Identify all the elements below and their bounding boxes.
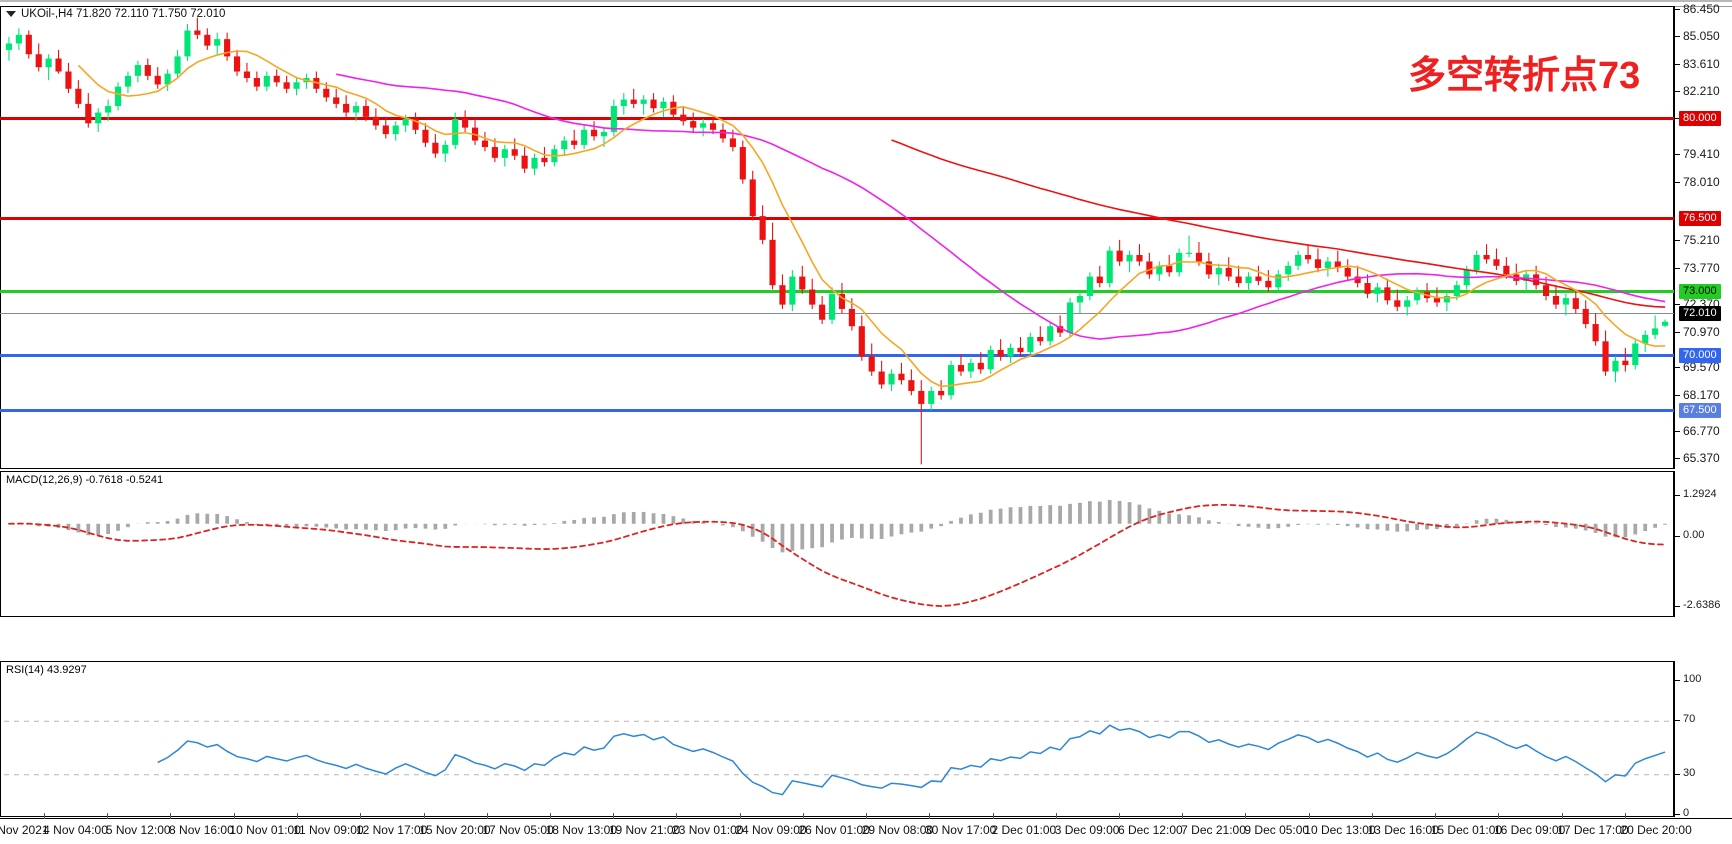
time-tick [802, 813, 804, 819]
time-tick [1055, 813, 1057, 819]
time-tick [1308, 813, 1310, 819]
macd-axis[interactable]: 1.2924 0.00 -2.6386 [1674, 471, 1732, 617]
time-axis-label: 2 Nov 2021 [0, 823, 49, 837]
time-axis-label: 9 Dec 05:00 [1244, 823, 1310, 837]
time-tick [992, 813, 994, 819]
time-tick [1561, 813, 1563, 819]
time-axis-label: 23 Nov 01:00 [672, 823, 744, 837]
level-line-67-5 [0, 409, 1674, 412]
time-axis-label: 10 Nov 01:00 [229, 823, 301, 837]
rsi-series-layer [4, 720, 1670, 796]
time-tick [106, 813, 108, 819]
time-axis-label: 5 Nov 12:00 [105, 823, 171, 837]
level-line-current-price [0, 313, 1674, 314]
macd-series-layer [8, 499, 1667, 607]
price-tag: 67.500 [1679, 403, 1721, 418]
time-tick [1435, 813, 1437, 819]
time-axis-label: 11 Nov 09:00 [293, 823, 364, 837]
time-axis-label: 6 Dec 12:00 [1117, 823, 1183, 837]
time-axis-label: 19 Nov 21:00 [608, 823, 681, 837]
time-tick [1245, 813, 1247, 819]
rsi-axis[interactable]: 100 70 30 0 [1674, 661, 1732, 819]
time-tick [549, 813, 551, 819]
time-tick [170, 813, 172, 819]
price-tag: 72.010 [1679, 306, 1721, 321]
time-axis-label: 12 Nov 17:00 [355, 823, 428, 837]
symbol-header-text: UKOil-,H4 71.820 72.110 71.750 72.010 [21, 8, 226, 20]
time-axis-label: 13 Dec 16:00 [1367, 823, 1439, 837]
time-axis-label: 18 Nov 13:00 [545, 823, 617, 837]
time-tick [1118, 813, 1120, 819]
time-tick [739, 813, 741, 819]
time-axis-label: 10 Dec 13:00 [1304, 823, 1376, 837]
chart-annotation: 多空转折点73 [1408, 55, 1641, 97]
level-line-70 [0, 354, 1674, 357]
time-tick [297, 813, 299, 819]
price-panel[interactable] [0, 6, 1674, 469]
time-tick [486, 813, 488, 819]
time-axis-label: 2 Dec 01:00 [991, 823, 1057, 837]
time-axis-label: 24 Nov 09:00 [735, 823, 807, 837]
time-tick [423, 813, 425, 819]
time-tick [44, 813, 46, 819]
time-tick [1498, 813, 1500, 819]
triangle-down-icon[interactable] [6, 10, 16, 17]
macd-label: MACD(12,26,9) -0.7618 -0.5241 [6, 474, 164, 486]
time-tick [360, 813, 362, 819]
price-axis[interactable]: 86.45085.05083.61082.21080.81079.41078.0… [1674, 2, 1732, 469]
time-axis-label: 7 Dec 21:00 [1181, 823, 1246, 837]
time-tick [1624, 813, 1626, 819]
time-axis-label: 17 Nov 05:00 [482, 823, 554, 837]
price-tag: 80.000 [1679, 111, 1721, 126]
price-tag: 73.000 [1679, 284, 1721, 299]
time-axis-label: 30 Nov 17:00 [924, 823, 997, 837]
time-axis-label: 3 Dec 09:00 [1054, 823, 1120, 837]
time-axis-label: 26 Nov 01:00 [798, 823, 870, 837]
time-tick [1182, 813, 1184, 819]
price-tag: 76.500 [1679, 211, 1721, 226]
time-axis-label: 8 Nov 16:00 [169, 823, 234, 837]
level-line-73 [0, 290, 1674, 293]
time-tick [233, 813, 235, 819]
time-axis-label: 4 Nov 04:00 [43, 823, 108, 837]
price-series-layer [5, 17, 1669, 465]
macd-panel[interactable] [0, 471, 1674, 617]
time-axis-label: 16 Dec 09:00 [1493, 823, 1566, 837]
time-axis-label: 20 Dec 20:00 [1620, 823, 1692, 837]
time-axis-label: 29 Nov 08:00 [861, 823, 934, 837]
time-tick [929, 813, 931, 819]
time-tick [1371, 813, 1373, 819]
time-axis-label: 17 Dec 17:00 [1557, 823, 1629, 837]
level-line-80 [0, 117, 1674, 120]
symbol-header[interactable]: UKOil-,H4 71.820 72.110 71.750 72.010 [6, 8, 225, 20]
price-tag: 70.000 [1679, 348, 1721, 363]
time-tick [676, 813, 678, 819]
time-tick [866, 813, 868, 819]
time-tick [613, 813, 615, 819]
rsi-label: RSI(14) 43.9297 [6, 664, 87, 676]
level-line-76-5 [0, 217, 1674, 220]
rsi-panel[interactable] [0, 661, 1674, 817]
time-axis-label: 15 Dec 01:00 [1430, 823, 1503, 837]
time-axis-label: 15 Nov 20:00 [419, 823, 491, 837]
